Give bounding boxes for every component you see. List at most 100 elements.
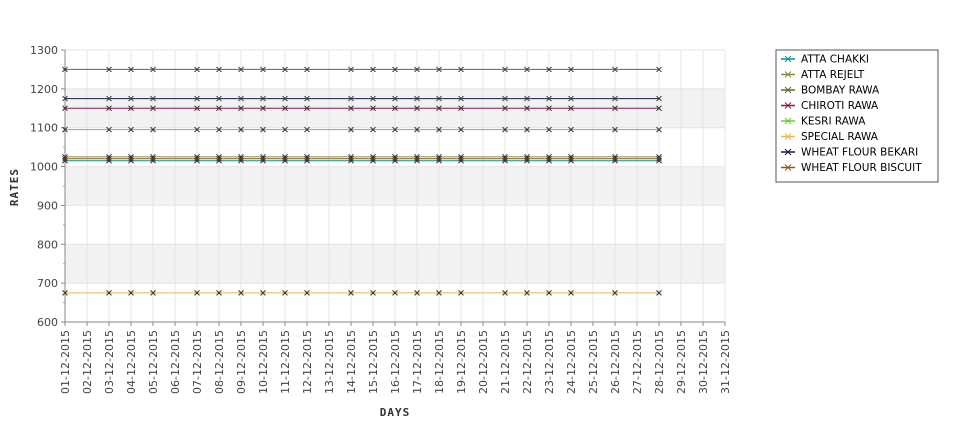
- x-tick-label: 24-12-2015: [565, 330, 578, 394]
- data-point: [128, 105, 134, 112]
- data-point: [238, 95, 244, 102]
- point-mark: [194, 105, 200, 112]
- point-mark: [436, 155, 442, 162]
- x-tick-label: 21-12-2015: [499, 330, 512, 394]
- data-point: [546, 290, 552, 296]
- data-point: [238, 66, 244, 73]
- data-point: [194, 155, 200, 162]
- data-point: [568, 95, 574, 102]
- point-mark: [524, 66, 530, 73]
- point-mark: [458, 105, 464, 112]
- point-mark: [612, 105, 618, 112]
- data-point: [458, 95, 464, 102]
- data-point: [260, 95, 266, 102]
- data-point: [370, 66, 376, 73]
- point-mark: [502, 126, 508, 133]
- series-special-rawa: [62, 290, 662, 296]
- data-point: [436, 155, 442, 162]
- data-point: [502, 126, 508, 133]
- point-mark: [568, 95, 574, 102]
- x-tick-label: 19-12-2015: [455, 330, 468, 394]
- x-tick-label: 16-12-2015: [389, 330, 402, 394]
- x-tick-label: 31-12-2015: [719, 330, 732, 394]
- point-mark: [304, 66, 310, 73]
- point-mark: [414, 95, 420, 102]
- point-mark: [458, 126, 464, 133]
- data-point: [238, 126, 244, 133]
- legend-item: CHIROTI RAWA: [781, 100, 879, 112]
- legend-swatch-mark: [784, 133, 792, 140]
- point-mark: [524, 105, 530, 112]
- point-mark: [436, 66, 442, 73]
- point-mark: [414, 155, 420, 162]
- data-point: [128, 290, 134, 296]
- data-point: [304, 95, 310, 102]
- data-point: [194, 95, 200, 102]
- point-mark: [150, 290, 156, 296]
- point-mark: [216, 155, 222, 162]
- data-point: [106, 95, 112, 102]
- data-point: [282, 105, 288, 112]
- data-point: [150, 95, 156, 102]
- series-chiroti-rawa: [62, 105, 662, 112]
- data-point: [436, 66, 442, 73]
- data-point: [62, 290, 68, 296]
- data-point: [150, 155, 156, 162]
- data-point: [128, 126, 134, 133]
- point-mark: [524, 95, 530, 102]
- point-mark: [106, 126, 112, 133]
- data-point: [458, 105, 464, 112]
- point-mark: [524, 126, 530, 133]
- point-mark: [524, 290, 530, 296]
- data-point: [524, 105, 530, 112]
- data-point: [370, 290, 376, 296]
- point-mark: [260, 66, 266, 73]
- point-mark: [436, 95, 442, 102]
- point-mark: [150, 126, 156, 133]
- legend-swatch-mark: [784, 55, 792, 63]
- data-point: [194, 126, 200, 133]
- point-mark: [304, 155, 310, 162]
- data-point: [128, 155, 134, 162]
- data-point: [260, 290, 266, 296]
- data-point: [568, 126, 574, 133]
- point-mark: [150, 105, 156, 112]
- legend-swatch-mark: [784, 164, 792, 171]
- point-mark: [238, 126, 244, 133]
- point-mark: [392, 95, 398, 102]
- data-point: [656, 126, 662, 133]
- point-mark: [62, 95, 68, 102]
- point-mark: [216, 105, 222, 112]
- y-tick-label: 600: [37, 316, 58, 329]
- x-tick-label: 26-12-2015: [609, 330, 622, 394]
- point-mark: [128, 105, 134, 112]
- data-point: [546, 66, 552, 73]
- data-point: [260, 105, 266, 112]
- data-point: [194, 66, 200, 73]
- x-tick-label: 10-12-2015: [257, 330, 270, 394]
- point-mark: [436, 126, 442, 133]
- point-mark: [568, 105, 574, 112]
- x-tick-label: 07-12-2015: [191, 330, 204, 394]
- data-point: [414, 95, 420, 102]
- point-mark: [392, 155, 398, 162]
- legend-swatch-mark: [784, 86, 792, 94]
- data-point: [106, 155, 112, 162]
- data-point: [128, 95, 134, 102]
- point-mark: [150, 155, 156, 162]
- x-tick-label: 29-12-2015: [675, 330, 688, 394]
- data-point: [62, 95, 68, 102]
- point-mark: [62, 154, 68, 160]
- x-tick-label: 05-12-2015: [147, 330, 160, 394]
- data-point: [612, 105, 618, 112]
- point-mark: [414, 66, 420, 73]
- x-axis-label: DAYS: [380, 406, 411, 419]
- axes: 600 700 800 900 1000 1100 1200 1300 01-12-2015 02…: [30, 44, 732, 394]
- x-tick-label: 15-12-2015: [367, 330, 380, 394]
- point-mark: [502, 105, 508, 112]
- legend-item: WHEAT FLOUR BEKARI: [781, 147, 918, 159]
- x-tick-label: 18-12-2015: [433, 330, 446, 394]
- x-tick-label: 09-12-2015: [235, 330, 248, 394]
- point-mark: [436, 290, 442, 296]
- point-mark: [216, 126, 222, 133]
